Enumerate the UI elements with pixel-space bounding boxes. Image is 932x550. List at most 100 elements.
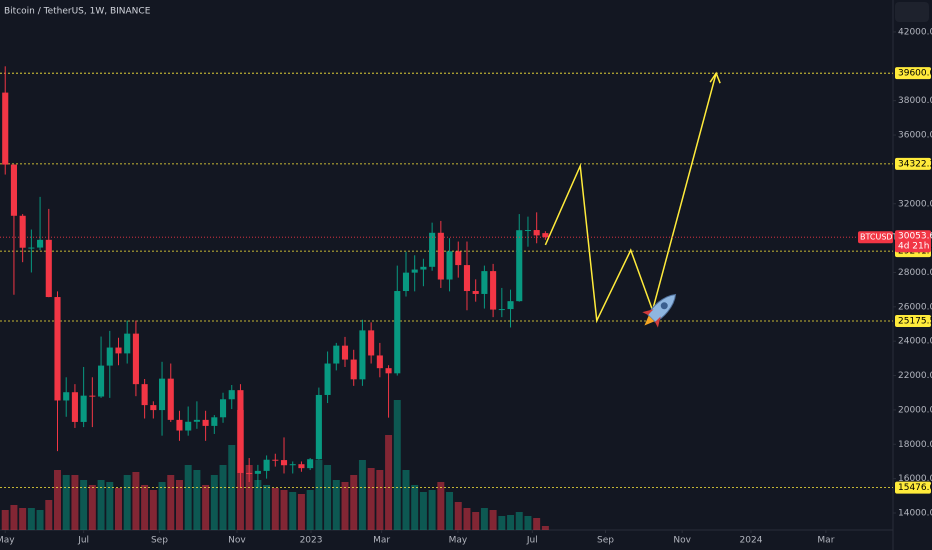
candle-body [176, 419, 183, 431]
x-tick-label: May [0, 536, 15, 546]
volume-bar [158, 482, 166, 530]
volume-bar [350, 475, 358, 530]
y-tick-label: 28000.00 [898, 268, 932, 278]
candle-body [359, 330, 366, 380]
candle-body [542, 233, 549, 238]
volume-bar [358, 460, 366, 530]
volume-bar [123, 475, 131, 530]
candle-body [246, 472, 253, 474]
level-label: 34322.28 [898, 159, 932, 169]
level-label-bg [895, 157, 931, 170]
volume-bar [97, 480, 105, 530]
candle-body [63, 392, 70, 401]
candle-body [272, 459, 279, 461]
y-tick-label: 42000.00 [898, 27, 932, 37]
volume-bar [193, 470, 201, 530]
candle-body [446, 251, 453, 280]
rocket-icon [642, 293, 677, 328]
candle-body [394, 291, 401, 374]
y-tick-label: 22000.00 [898, 371, 932, 381]
last-price-label: 30053.64 [898, 232, 932, 242]
candle-body [106, 347, 113, 366]
volume-bar [533, 518, 541, 530]
level-label-bg [895, 314, 931, 327]
volume-bar [167, 475, 175, 530]
y-tick-label: 16000.00 [898, 474, 932, 484]
candle-body [228, 390, 235, 400]
candle-body [219, 399, 227, 418]
volume-bar [228, 445, 236, 530]
candle-body [420, 266, 427, 270]
y-tick-label: 26000.00 [898, 302, 932, 312]
projection-line [544, 72, 717, 324]
candle-body [54, 297, 61, 401]
candle-body [80, 395, 87, 422]
candle-body [19, 215, 26, 248]
volume-bar [332, 480, 340, 530]
candle-body [333, 345, 340, 364]
x-tick-label: May [449, 536, 468, 546]
candle-body [202, 419, 209, 426]
volume-bar [367, 468, 375, 530]
volume-bar [106, 482, 114, 530]
candle-body [158, 378, 166, 411]
y-tick-label: 32000.00 [898, 199, 932, 209]
candle-body [481, 271, 488, 294]
volume-bar [428, 490, 436, 530]
candle-body [211, 417, 218, 426]
y-tick-label: 18000.00 [898, 440, 932, 450]
candle-body [472, 291, 479, 294]
volume-bar [541, 526, 549, 530]
volume-bar [480, 508, 488, 530]
volume-bar [210, 475, 218, 530]
volume-bar [411, 485, 419, 530]
settings-button[interactable] [895, 2, 929, 22]
candle-body [307, 459, 314, 469]
volume-bar [393, 400, 401, 530]
candle-body [124, 333, 131, 354]
volume-bar [446, 492, 454, 530]
candle-body [490, 271, 497, 310]
volume-bar [498, 516, 506, 530]
volume-bar [71, 475, 79, 530]
candle-body [237, 390, 244, 473]
volume-bar [289, 492, 297, 530]
volume-bar [463, 508, 471, 530]
candle-body [341, 345, 349, 360]
candle-body [507, 301, 514, 310]
x-tick-label: Mar [817, 536, 834, 546]
volume-bar [515, 512, 523, 530]
candle-body [132, 333, 139, 385]
candle-body [89, 395, 96, 397]
candle-body [28, 247, 35, 249]
x-tick-label: Nov [673, 536, 691, 546]
candle-body [115, 347, 122, 354]
volume-bar [306, 490, 314, 530]
volume-bar [184, 465, 192, 530]
volume-bar [263, 485, 271, 530]
volume-bar [315, 460, 323, 530]
candle-body [376, 355, 383, 369]
volume-bar [385, 435, 393, 530]
volume-bar [10, 505, 18, 530]
volume-bar [376, 470, 384, 530]
volume-bar [54, 470, 61, 530]
volume-bar [149, 490, 157, 530]
volume-bar [472, 512, 480, 530]
volume-bar [297, 494, 305, 530]
candle-body [10, 164, 17, 216]
candle-body [45, 239, 52, 298]
volume-bar [419, 492, 427, 530]
last-price-bg [895, 230, 931, 253]
candle-body [350, 359, 357, 380]
candle-body [280, 460, 288, 466]
symbol-label: BTCUSDT [860, 233, 898, 242]
volume-bar [115, 488, 122, 530]
volume-bar [324, 465, 332, 530]
level-label-bg [895, 481, 931, 494]
candle-body [185, 421, 192, 431]
x-tick-label: Sep [597, 536, 614, 546]
candle-body [298, 464, 305, 469]
volume-bar [27, 508, 35, 530]
volume-bar [80, 480, 88, 530]
